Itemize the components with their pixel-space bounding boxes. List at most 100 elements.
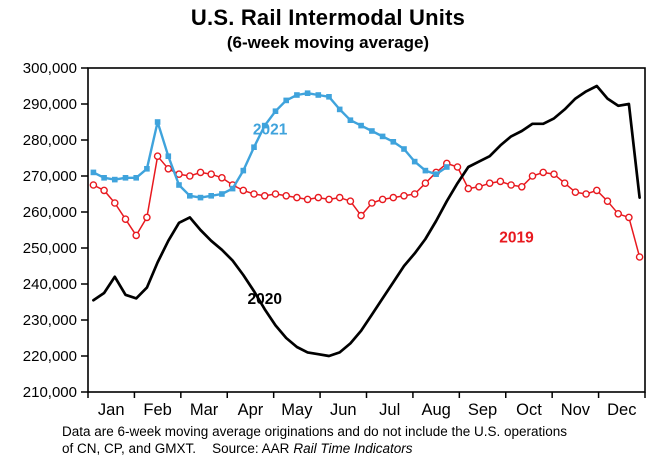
series-2019-marker xyxy=(593,186,601,195)
series-2019-marker xyxy=(571,188,580,196)
series-2019-marker xyxy=(89,181,98,189)
series-2019-marker xyxy=(635,253,644,261)
series-2021-marker xyxy=(304,90,311,96)
x-axis-month-label: Mar xyxy=(190,401,219,419)
series-2021-marker xyxy=(315,92,322,98)
series-2021-marker xyxy=(90,169,97,176)
series-2019-marker xyxy=(335,193,344,202)
series-2019-marker xyxy=(314,193,323,202)
y-axis-tick-label: 260,000 xyxy=(23,204,77,221)
series-2019-marker xyxy=(250,190,258,198)
x-axis-month-label: Feb xyxy=(143,401,171,419)
series-2019-marker xyxy=(582,190,590,198)
series-2019-marker xyxy=(507,181,515,189)
series-2021-marker xyxy=(112,176,118,183)
series-2021-marker xyxy=(390,139,397,145)
series-2019-marker xyxy=(528,172,537,180)
series-2019-marker xyxy=(496,177,505,186)
series-2021-marker xyxy=(208,193,214,199)
x-axis-month-label: Jan xyxy=(98,401,125,419)
series-2021-marker xyxy=(176,182,182,188)
footer-line1: Data are 6-week moving average originati… xyxy=(62,424,568,439)
series-2020-line xyxy=(92,84,641,358)
x-axis-month-label: Sep xyxy=(468,401,497,419)
series-2021-marker xyxy=(444,164,450,170)
footer-note: Data are 6-week moving average originati… xyxy=(62,424,637,457)
series-2021-marker xyxy=(294,92,300,98)
series-2021-marker xyxy=(369,128,375,134)
y-axis-tick-label: 240,000 xyxy=(23,276,77,293)
x-axis-month-label: Nov xyxy=(561,401,591,419)
series-2019-marker xyxy=(303,195,312,204)
series-2019-marker xyxy=(132,231,140,240)
series-label-2021: 2021 xyxy=(253,122,288,139)
y-axis-tick-label: 270,000 xyxy=(23,168,77,185)
series-2021-marker xyxy=(411,158,418,165)
series-2021-marker xyxy=(154,119,161,125)
series-2019-marker xyxy=(560,179,569,187)
series-2019-marker xyxy=(357,211,365,220)
series-2019-marker xyxy=(464,184,473,193)
y-axis-tick-label: 280,000 xyxy=(23,132,77,149)
y-axis-tick-label: 210,000 xyxy=(23,384,77,401)
series-2019-marker xyxy=(603,197,612,205)
y-axis-tick-label: 250,000 xyxy=(23,240,77,257)
series-2021-marker xyxy=(197,194,204,201)
series-2021-marker xyxy=(229,185,236,192)
series-2021-line xyxy=(92,91,448,199)
series-2019-marker xyxy=(153,152,162,160)
chart-subtitle: (6-week moving average) xyxy=(226,33,430,52)
y-axis-tick-label: 230,000 xyxy=(23,312,77,329)
footer-line2: of CN, CP, and GMXT. Source: AAR Rail Time… xyxy=(62,441,637,458)
y-axis-tick-label: 300,000 xyxy=(23,60,77,77)
series-2019-marker xyxy=(282,191,291,200)
series-2019-marker xyxy=(539,168,548,177)
series-2019-marker xyxy=(410,190,419,198)
series-label-2019: 2019 xyxy=(499,230,534,247)
series-2021-marker xyxy=(165,153,172,159)
series-2021-marker xyxy=(379,133,386,140)
series-2021-marker xyxy=(433,171,439,177)
series-2019-marker xyxy=(485,179,494,187)
series-2019-marker xyxy=(368,199,376,207)
series-2019-marker xyxy=(218,173,226,182)
x-axis-month-label: Apr xyxy=(238,401,264,419)
series-2021-marker xyxy=(272,108,279,114)
y-axis-tick-label: 220,000 xyxy=(23,348,77,365)
x-axis-month-label: May xyxy=(281,401,313,419)
x-axis-month-label: Oct xyxy=(516,401,542,419)
plot-border xyxy=(87,67,646,393)
series-2021-marker xyxy=(219,191,225,197)
series-2019-marker xyxy=(614,209,623,218)
series-2019-marker xyxy=(625,213,633,222)
series-2019-marker xyxy=(475,182,483,191)
footer-source-publication: Rail Time Indicators xyxy=(293,440,413,456)
series-2019-marker xyxy=(143,213,151,222)
series-2019-marker xyxy=(260,191,269,200)
series-2021-marker xyxy=(240,167,247,174)
series-2019-marker xyxy=(111,199,119,207)
series-2021-marker xyxy=(283,97,289,104)
series-2021-marker xyxy=(144,166,150,172)
series-2021-marker xyxy=(251,144,257,150)
y-axis-tick-label: 290,000 xyxy=(23,96,77,113)
x-axis-month-label: Aug xyxy=(421,401,450,419)
series-2019-marker xyxy=(185,172,194,180)
series-2019-marker xyxy=(453,163,462,171)
series-2019-marker xyxy=(346,197,355,205)
series-2019-marker xyxy=(518,182,526,191)
series-2019-marker xyxy=(164,164,173,173)
footer-line2-text: of CN, CP, and GMXT. xyxy=(62,440,197,456)
series-2019-marker xyxy=(121,215,130,223)
series-2021-marker xyxy=(347,117,354,123)
series-2021-marker xyxy=(133,175,139,181)
series-2019-marker xyxy=(400,191,408,200)
series-2019-marker xyxy=(325,195,333,204)
series-2019-marker xyxy=(196,168,205,177)
series-2019-marker xyxy=(239,186,248,195)
series-2021-marker xyxy=(261,122,268,129)
series-2019-marker xyxy=(293,193,301,202)
series-2019-marker xyxy=(550,170,558,178)
